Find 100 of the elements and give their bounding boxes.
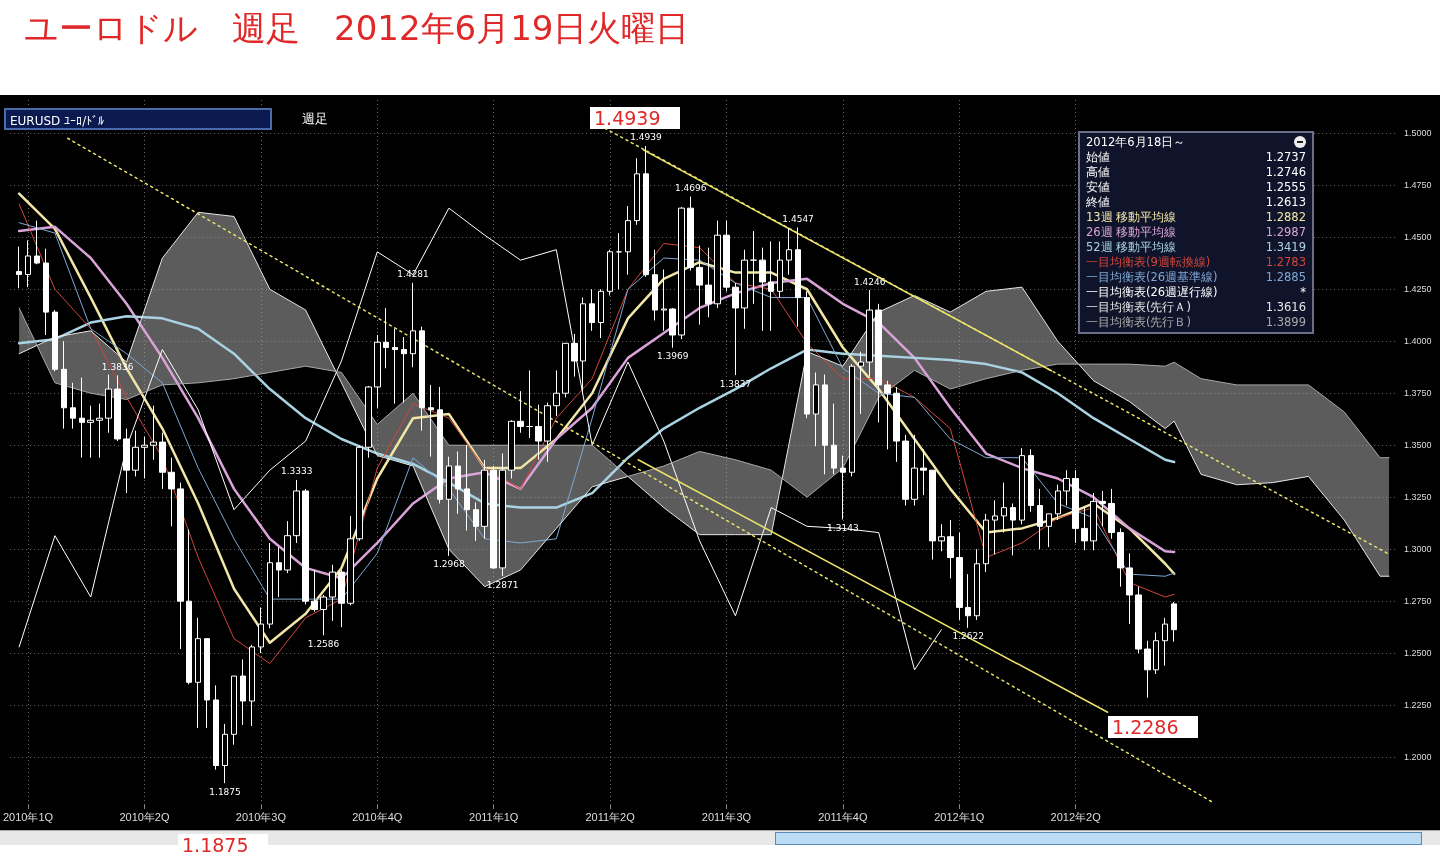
- candlestick: [1126, 552, 1133, 625]
- annotation: 1.3616: [1265, 300, 1306, 315]
- candlestick: [768, 240, 774, 332]
- line-series: [18, 207, 942, 671]
- candlestick: [1063, 469, 1070, 507]
- x-tick-label: 2010年4Q: [352, 810, 403, 823]
- candlestick: [643, 145, 649, 278]
- candlestick: [598, 288, 604, 339]
- candlestick: [490, 465, 497, 570]
- annotation: 1.2968: [433, 559, 465, 570]
- candlestick: [284, 520, 291, 574]
- candlestick: [634, 157, 640, 226]
- candlestick: [34, 220, 40, 265]
- annotation: 1.2737: [1265, 150, 1306, 165]
- candlestick: [410, 282, 416, 368]
- y-tick-label: 1.3750: [1404, 388, 1432, 399]
- annotation: 1.3969: [656, 351, 689, 362]
- candlestick: [96, 403, 103, 459]
- candlestick: [947, 519, 954, 579]
- candlestick: [1055, 484, 1061, 521]
- annotation: 始値: [1086, 150, 1110, 165]
- candlestick: [150, 405, 157, 461]
- x-tick-label: 2011年1Q: [469, 810, 519, 823]
- candlestick: [607, 249, 613, 296]
- candlestick: [204, 638, 210, 729]
- candlestick: [258, 606, 264, 654]
- annotation: 1.3899: [1265, 315, 1306, 330]
- candlestick: [240, 658, 246, 726]
- candlestick: [669, 307, 676, 349]
- text: 13週 移動平均線: [1086, 210, 1177, 225]
- candlestick: [114, 374, 121, 442]
- candlestick: [1171, 601, 1177, 643]
- candlestick: [464, 444, 470, 531]
- x-tick-label: 2011年4Q: [818, 810, 868, 823]
- candlestick: [625, 205, 631, 276]
- y-tick-label: 1.3000: [1404, 544, 1432, 555]
- candlestick: [929, 469, 936, 561]
- candlestick: [661, 268, 667, 332]
- candlestick: [687, 196, 694, 272]
- candlestick: [965, 573, 971, 629]
- candlestick: [866, 289, 873, 378]
- candlestick: [132, 430, 139, 477]
- candlestick: [1046, 513, 1052, 548]
- candlestick: [249, 644, 255, 727]
- candlestick: [61, 340, 67, 430]
- candlestick: [920, 448, 927, 496]
- candlestick: [1081, 507, 1088, 551]
- candlestick: [1108, 488, 1115, 540]
- candlestick: [696, 245, 703, 326]
- candlestick: [535, 404, 542, 461]
- annotation: 1.4939: [630, 132, 662, 143]
- candlestick: [571, 333, 578, 378]
- text: 一目均衡表(9週転換線): [1086, 255, 1211, 270]
- annotation: 1.4246: [853, 276, 886, 287]
- annotation: 1.3419: [1265, 240, 1306, 255]
- annotation: 1.2871: [486, 579, 519, 590]
- candlestick: [186, 528, 192, 685]
- candlestick: [652, 249, 658, 321]
- candlestick: [428, 384, 434, 458]
- candlestick: [356, 444, 363, 542]
- candlestick: [840, 455, 846, 520]
- candlestick: [616, 232, 622, 290]
- chart-title: ユーロドル 週足 2012年6月19日火曜日: [24, 7, 690, 50]
- annotation: 1.3333: [280, 466, 313, 477]
- x-tick-label: 2010年1Q: [2, 810, 54, 823]
- candlestick: [795, 226, 801, 328]
- annotation: 1.2987: [1265, 225, 1306, 240]
- candlestick: [87, 405, 94, 459]
- candlestick: [1001, 482, 1007, 534]
- candlestick: [849, 363, 855, 477]
- candlestick: [911, 434, 918, 507]
- candlestick: [526, 369, 533, 439]
- symbol-field: EURUSD ﾕｰﾛ/ﾄﾞﾙ: [4, 108, 272, 130]
- annotation: 1.2783: [1265, 255, 1306, 270]
- candlestick: [678, 206, 685, 340]
- candlestick: [831, 403, 837, 475]
- x-tick-label: 2012年1Q: [934, 810, 985, 823]
- candlestick: [141, 436, 148, 479]
- candlestick: [1072, 469, 1079, 544]
- annotation: 1.2286: [1108, 716, 1198, 738]
- x-tick-label: 2010年2Q: [119, 810, 170, 823]
- candlestick: [329, 564, 336, 622]
- candlestick: [1010, 502, 1016, 556]
- candlestick: [177, 482, 184, 650]
- candlestick: [983, 513, 989, 573]
- candlestick: [1099, 490, 1106, 527]
- candlestick: [786, 227, 792, 276]
- candlestick: [974, 548, 980, 621]
- candlestick: [52, 309, 58, 372]
- candlestick: [455, 450, 461, 515]
- candlestick: [213, 684, 219, 771]
- candlestick: [105, 374, 112, 434]
- candlestick: [517, 390, 524, 434]
- x-tick-label: 2011年2Q: [585, 810, 636, 823]
- candlestick: [1153, 631, 1159, 675]
- candlestick: [1028, 448, 1034, 513]
- y-tick-label: 1.4500: [1404, 232, 1432, 243]
- text: 26週 移動平均線: [1086, 225, 1177, 240]
- annotation: 1.2586: [307, 638, 340, 649]
- candlestick: [544, 402, 551, 463]
